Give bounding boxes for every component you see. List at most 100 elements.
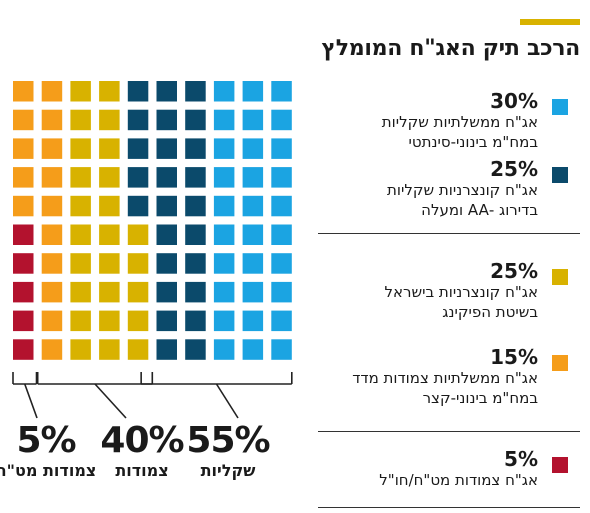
waffle-cell — [99, 310, 120, 332]
waffle-cell — [70, 81, 91, 102]
waffle-cell — [185, 224, 206, 245]
legend-description-line: אג"ח ממשלתיות שקליות — [381, 113, 538, 131]
legend-percent: 15% — [490, 345, 538, 369]
waffle-cell — [127, 281, 149, 303]
waffle-cell — [156, 310, 177, 332]
waffle-cell — [127, 224, 149, 245]
waffle-cell — [156, 109, 177, 131]
legend-item-corp-shekel: 25% אג"ח קונצרניות שקליות בדירוג -AA ומע… — [318, 158, 568, 220]
group-bracket-pointer — [94, 383, 127, 419]
waffle-cell — [127, 310, 149, 332]
waffle-cell — [271, 281, 292, 303]
legend-separator — [318, 233, 580, 234]
waffle-cell — [213, 224, 235, 245]
waffle-cell — [41, 138, 63, 159]
waffle-cell — [185, 195, 206, 217]
waffle-cell — [41, 109, 63, 131]
waffle-cell — [156, 138, 177, 159]
waffle-cell — [99, 195, 120, 217]
waffle-cell — [127, 253, 149, 274]
waffle-cell — [156, 81, 177, 102]
waffle-cell — [271, 195, 292, 217]
waffle-cell — [213, 310, 235, 332]
waffle-cell — [99, 81, 120, 102]
waffle-cell — [99, 224, 120, 245]
waffle-cell — [242, 138, 264, 159]
group-bracket-pointer — [215, 383, 239, 419]
waffle-cell — [242, 224, 264, 245]
legend-description-line: במח"מ בינוני-קצר — [422, 389, 538, 407]
waffle-cell — [156, 339, 177, 360]
waffle-cell — [13, 195, 34, 217]
waffle-cell — [213, 109, 235, 131]
legend-separator — [318, 507, 580, 508]
group-percent-linked: 40% — [100, 420, 184, 461]
legend-percent: 30% — [490, 89, 538, 113]
waffle-cell — [185, 167, 206, 188]
legend-swatch — [552, 99, 568, 115]
waffle-cell — [213, 195, 235, 217]
waffle-cell — [213, 81, 235, 102]
legend-item-govt-shekel: 30% אג"ח ממשלתיות שקליות במח"מ בינוני-סי… — [318, 90, 568, 152]
waffle-cell — [213, 339, 235, 360]
waffle-cell — [41, 310, 63, 332]
waffle-cell — [41, 281, 63, 303]
waffle-cell — [271, 253, 292, 274]
legend-separator — [318, 431, 580, 432]
waffle-cell — [185, 253, 206, 274]
legend-percent: 25% — [490, 259, 538, 283]
waffle-cell — [70, 253, 91, 274]
legend-percent: 5% — [504, 447, 538, 471]
waffle-cell — [242, 310, 264, 332]
waffle-cell — [185, 138, 206, 159]
legend-description-line: במח"מ בינוני-סינתטי — [408, 133, 538, 151]
waffle-cell — [127, 81, 149, 102]
legend-swatch — [552, 269, 568, 285]
waffle-cell — [156, 281, 177, 303]
waffle-cell — [213, 281, 235, 303]
waffle-cell — [156, 224, 177, 245]
waffle-cell — [41, 167, 63, 188]
waffle-cell — [13, 253, 34, 274]
waffle-cell — [185, 339, 206, 360]
waffle-cell — [70, 195, 91, 217]
legend-description-line: אג"ח קונצרניות בישראל — [384, 283, 538, 301]
legend-swatch — [552, 355, 568, 371]
waffle-cell — [242, 253, 264, 274]
group-percent-fx: 5% — [16, 420, 76, 461]
waffle-cell — [70, 310, 91, 332]
waffle-cell — [70, 339, 91, 360]
legend-item-fx-linked: 5% אג"ח צמודות מט"ח/חו"ל — [318, 448, 568, 490]
waffle-cell — [213, 253, 235, 274]
waffle-cell — [271, 81, 292, 102]
waffle-cell — [99, 138, 120, 159]
group-label-fx: צמודות מט"ח — [0, 461, 97, 480]
chart-title: הרכב תיק האג"ח המומלץ — [321, 36, 580, 61]
waffle-cell — [127, 195, 149, 217]
waffle-cell — [99, 253, 120, 274]
waffle-cell — [242, 81, 264, 102]
waffle-cell — [271, 224, 292, 245]
waffle-cell — [99, 109, 120, 131]
waffle-cell — [13, 167, 34, 188]
waffle-cell — [13, 81, 34, 102]
waffle-cell — [13, 224, 34, 245]
waffle-cell — [185, 109, 206, 131]
waffle-cell — [271, 310, 292, 332]
waffle-cell — [213, 138, 235, 159]
group-bracket-pointer — [23, 383, 38, 419]
waffle-cell — [185, 281, 206, 303]
legend-swatch — [552, 457, 568, 473]
waffle-cell — [127, 167, 149, 188]
waffle-cell — [70, 138, 91, 159]
waffle-cell — [41, 339, 63, 360]
waffle-cell — [156, 253, 177, 274]
waffle-cell — [127, 109, 149, 131]
waffle-cell — [99, 167, 120, 188]
waffle-cell — [156, 167, 177, 188]
waffle-cell — [70, 281, 91, 303]
group-label-linked: צמודות — [115, 461, 169, 480]
waffle-cell — [271, 109, 292, 131]
waffle-cell — [70, 167, 91, 188]
waffle-cell — [156, 195, 177, 217]
